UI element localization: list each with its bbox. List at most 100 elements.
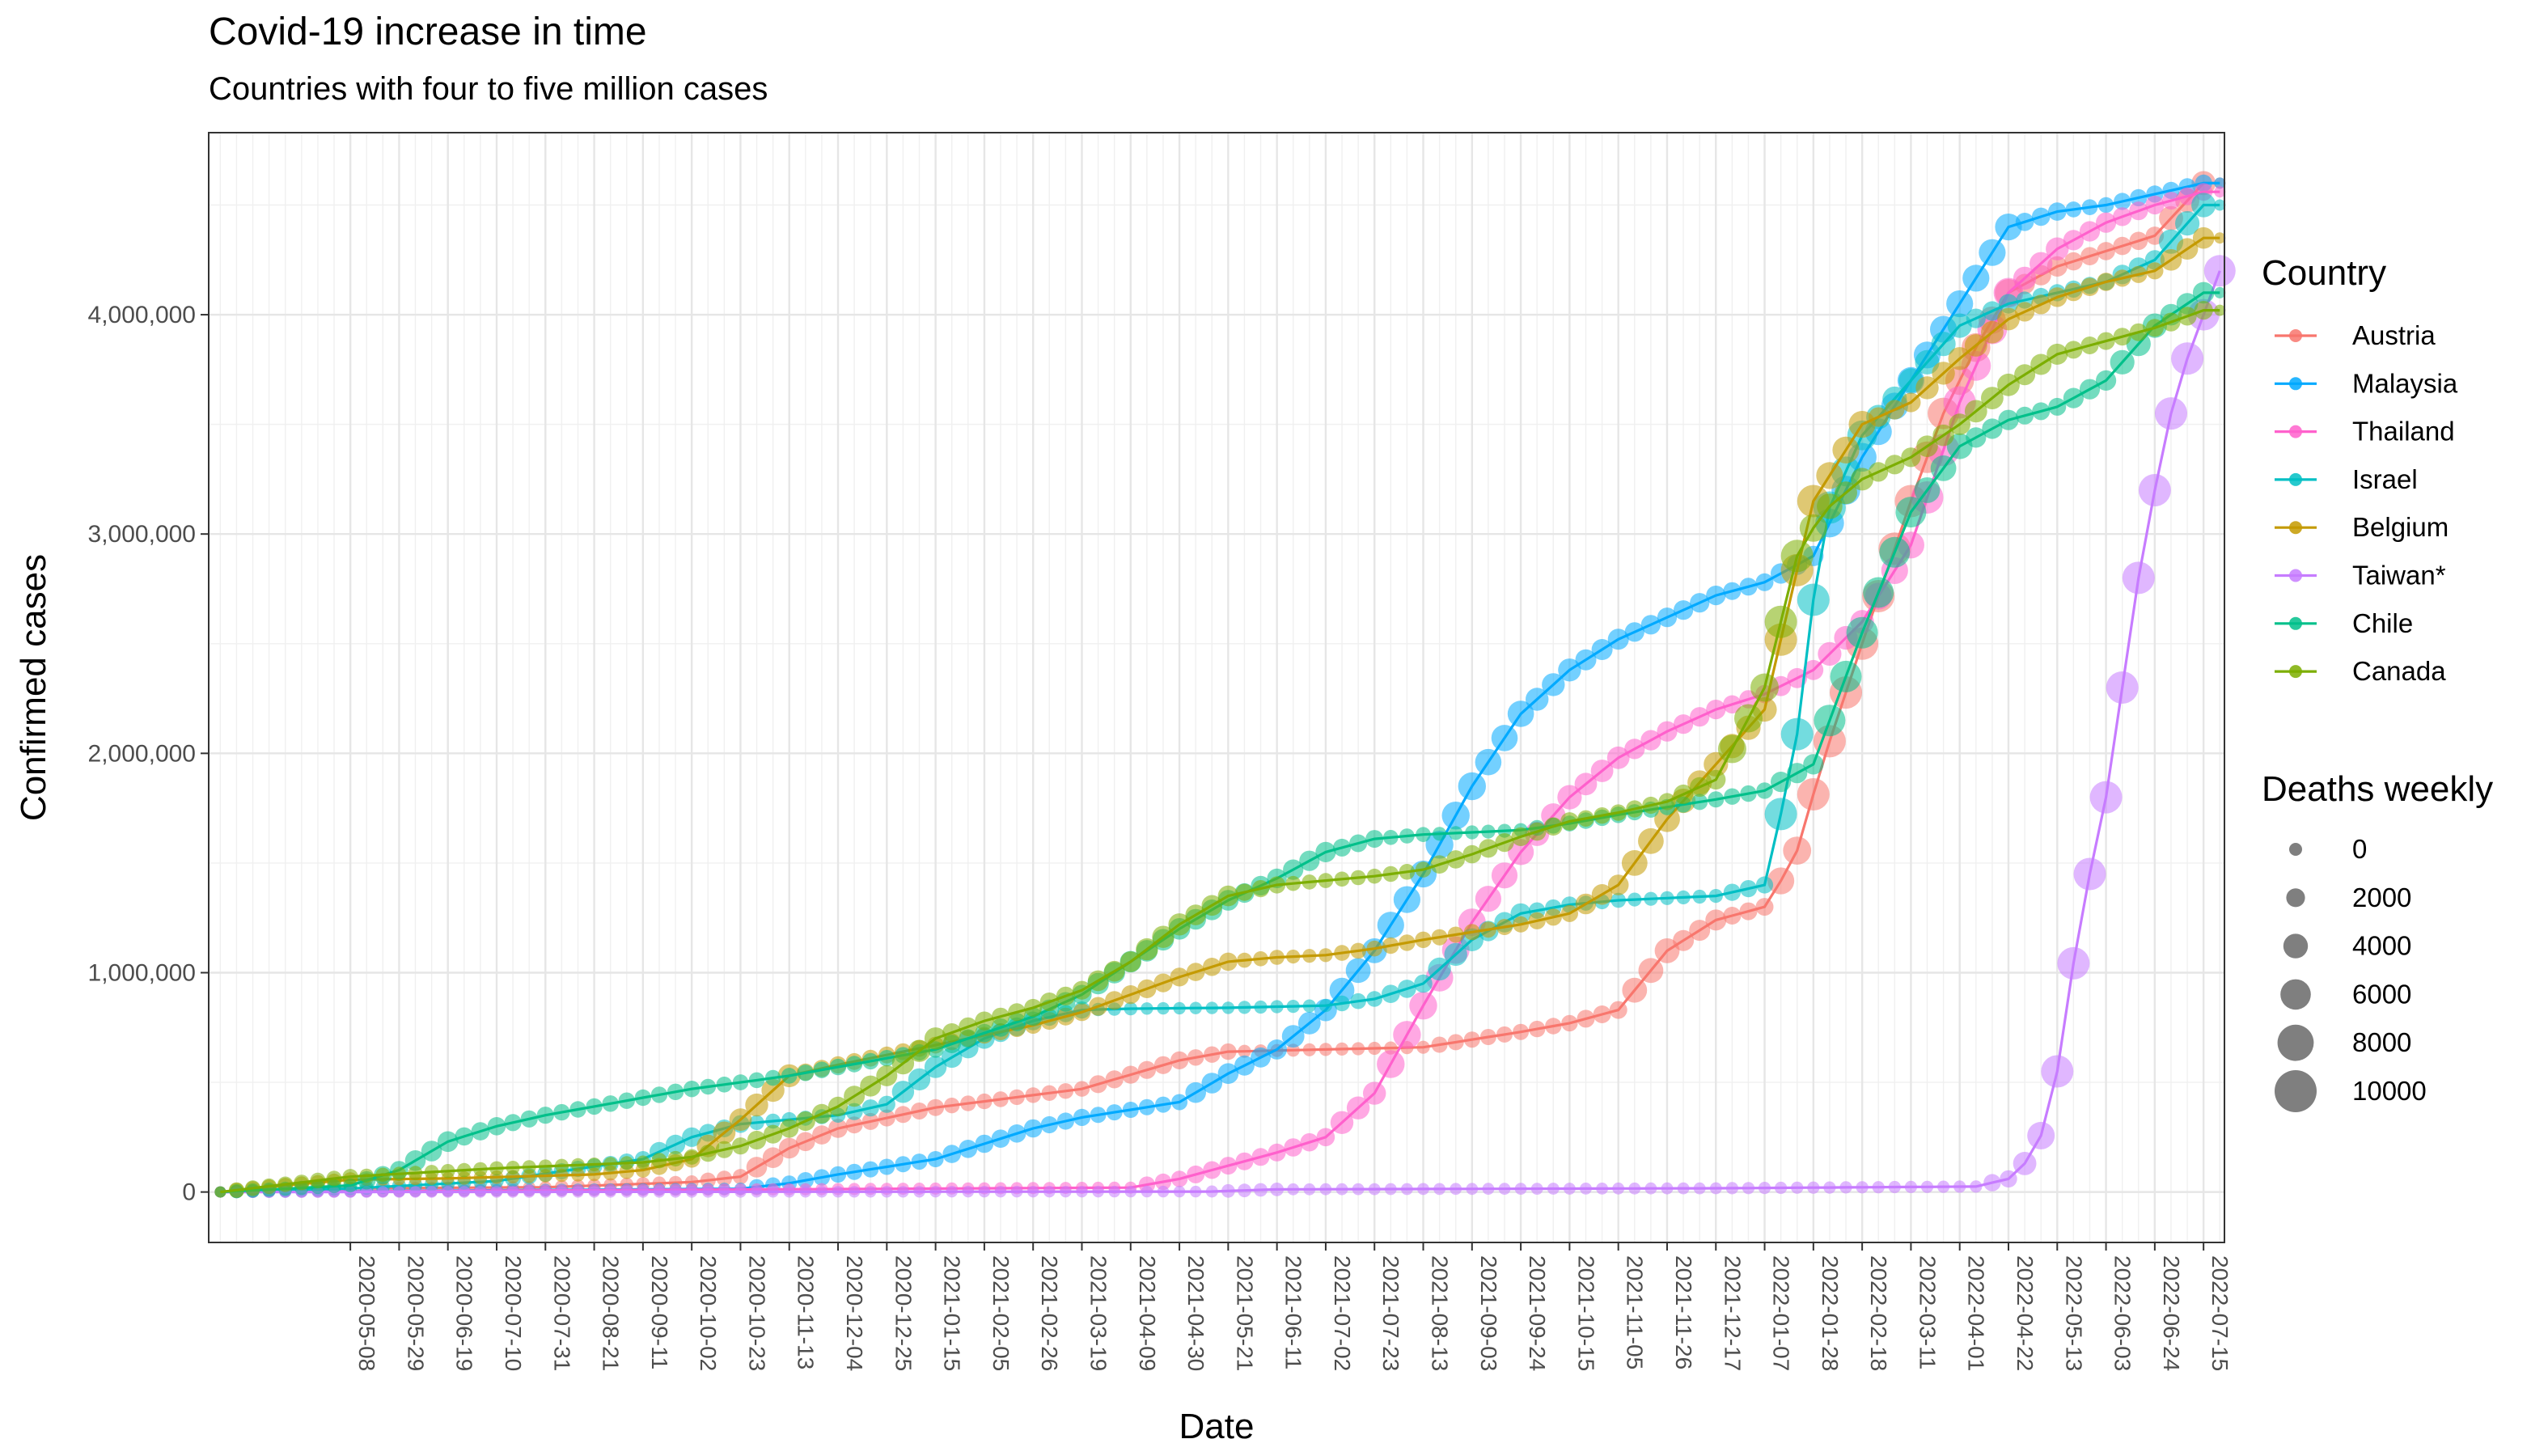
data-point — [1799, 514, 1827, 542]
data-point — [2203, 255, 2236, 287]
data-point — [2191, 193, 2216, 218]
data-point — [797, 1172, 814, 1189]
data-point — [310, 1172, 326, 1188]
data-point — [993, 1091, 1009, 1107]
data-point — [1690, 707, 1710, 727]
data-point — [1251, 1047, 1271, 1068]
data-point — [1105, 991, 1124, 1010]
data-point — [487, 1117, 506, 1136]
data-point — [2080, 336, 2099, 354]
x-tick-label: 2021-07-02 — [1330, 1255, 1355, 1371]
data-point — [1673, 929, 1695, 951]
data-point — [929, 1186, 942, 1198]
data-point — [1607, 874, 1629, 895]
x-tick-label: 2021-02-26 — [1037, 1255, 1062, 1371]
data-point — [1060, 1186, 1072, 1198]
x-tick-label: 2020-07-10 — [501, 1255, 526, 1371]
data-point — [1895, 497, 1927, 528]
data-point — [1964, 400, 1987, 423]
data-point — [1783, 836, 1812, 865]
data-point — [1039, 993, 1059, 1012]
data-point — [1190, 1185, 1202, 1198]
data-point — [1270, 1183, 1284, 1196]
data-point — [1575, 649, 1597, 671]
data-point — [1384, 1183, 1397, 1196]
data-point — [1333, 838, 1351, 857]
data-point — [1450, 1183, 1462, 1196]
data-point — [797, 1064, 814, 1081]
data-point — [2000, 1170, 2017, 1188]
data-point — [1238, 1001, 1251, 1014]
data-point — [1755, 573, 1774, 591]
data-point — [1281, 1025, 1305, 1048]
data-point — [1644, 1182, 1657, 1195]
data-point — [666, 1134, 686, 1154]
data-point — [2214, 186, 2226, 198]
data-point — [1268, 1143, 1286, 1162]
data-point — [539, 1169, 552, 1183]
data-point — [761, 1078, 785, 1103]
data-point — [554, 1158, 569, 1173]
data-point — [1640, 615, 1661, 635]
data-point — [442, 1186, 454, 1198]
data-point — [1642, 796, 1660, 815]
data-point — [1846, 616, 1878, 649]
data-point — [1574, 772, 1598, 796]
x-tick-label: 2021-02-05 — [988, 1255, 1014, 1371]
data-point — [976, 1093, 993, 1110]
legend: Country Austria Malaysia Thailand Israel Belg… — [2262, 253, 2493, 1112]
data-point — [978, 1186, 991, 1198]
data-point — [813, 1169, 831, 1186]
data-point — [1627, 892, 1642, 907]
x-tick-label: 2022-05-13 — [2061, 1255, 2086, 1371]
data-point — [637, 1186, 650, 1198]
data-point — [1253, 951, 1268, 967]
data-point — [1771, 772, 1792, 793]
data-point — [1377, 912, 1404, 939]
data-point — [762, 1147, 784, 1168]
x-tick-label: 2020-08-21 — [599, 1255, 624, 1371]
data-point — [2064, 252, 2083, 271]
data-point — [1764, 605, 1797, 638]
data-point — [538, 1159, 552, 1174]
data-point — [829, 1166, 847, 1183]
data-point — [1983, 1174, 2001, 1191]
data-point — [1284, 1138, 1302, 1157]
data-point — [1750, 673, 1779, 702]
x-axis-title: Date — [1179, 1407, 1255, 1446]
data-point — [1856, 1181, 1869, 1194]
data-point — [2110, 349, 2135, 375]
data-point — [1441, 802, 1470, 830]
data-point — [1691, 794, 1708, 811]
data-point — [2214, 232, 2226, 244]
data-point — [846, 1163, 863, 1180]
data-point — [1220, 1043, 1237, 1060]
data-point — [1465, 825, 1479, 840]
data-point — [1409, 992, 1437, 1020]
data-point — [1932, 362, 1955, 385]
data-point — [781, 1068, 798, 1084]
data-point — [2096, 212, 2117, 233]
data-point — [1577, 1009, 1595, 1028]
data-point — [1706, 769, 1726, 790]
data-point — [1638, 958, 1664, 984]
data-point — [1638, 827, 1664, 854]
data-point — [878, 1158, 895, 1175]
data-point — [1203, 958, 1221, 976]
data-point — [686, 1186, 698, 1198]
data-point — [1425, 831, 1454, 859]
data-point — [572, 1186, 584, 1198]
legend-size-key — [2280, 979, 2311, 1010]
data-point — [1377, 1050, 1405, 1078]
data-point — [927, 1098, 945, 1116]
data-point — [2214, 199, 2226, 211]
data-point — [894, 1106, 912, 1124]
data-point — [2015, 213, 2034, 231]
data-point — [1920, 1180, 1934, 1193]
x-tick-label: 2020-06-19 — [452, 1255, 477, 1371]
data-point — [1431, 929, 1448, 946]
data-point — [2160, 249, 2182, 271]
data-point — [1706, 586, 1726, 606]
data-point — [1286, 950, 1301, 964]
legend-key-point — [2289, 521, 2302, 535]
